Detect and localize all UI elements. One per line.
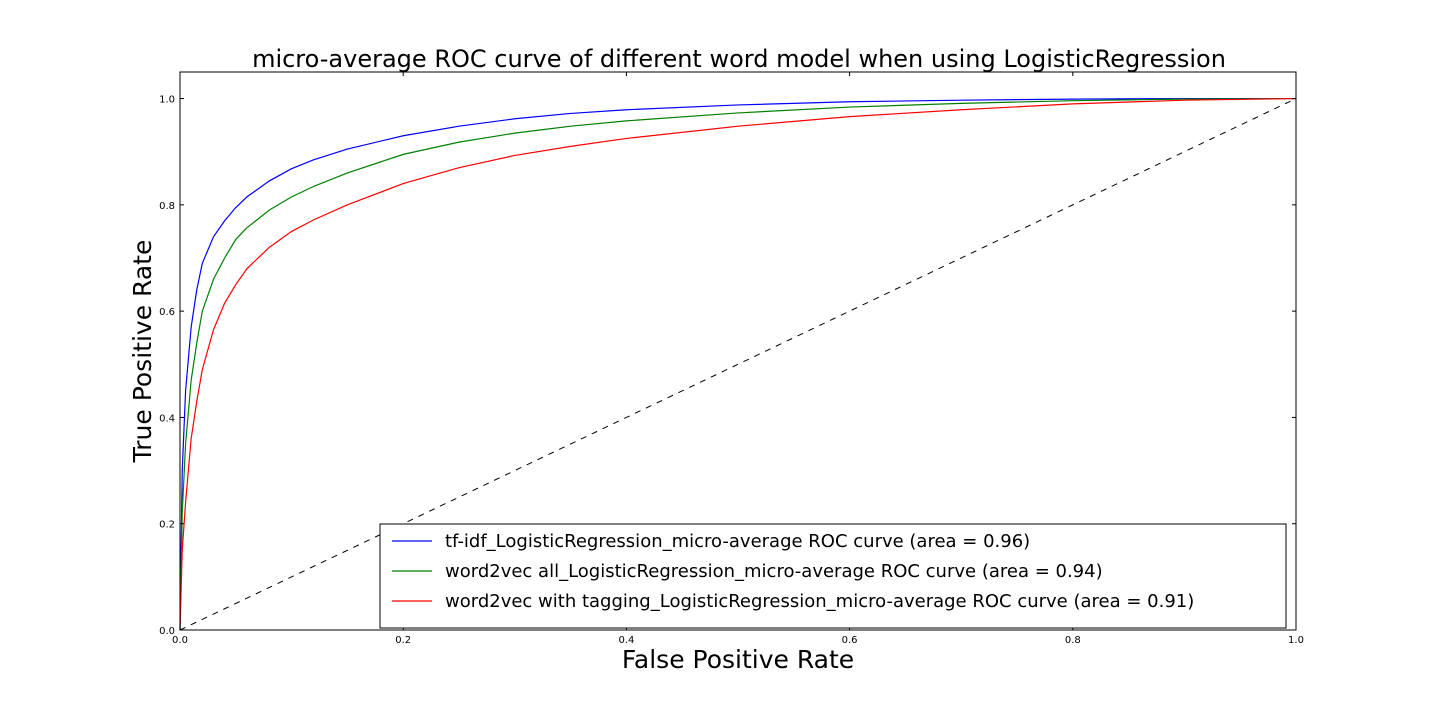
x-tick-label: 0.4 <box>618 635 634 646</box>
series-line-2 <box>179 97 1297 631</box>
x-tick-label: 1.0 <box>1288 635 1304 646</box>
series-line-1 <box>179 97 1297 631</box>
legend-box <box>379 523 1287 629</box>
y-tick-label: 0.8 <box>159 201 175 212</box>
plot-area <box>179 97 1297 631</box>
legend-label: word2vec with tagging_LogisticRegression… <box>445 591 1194 612</box>
y-axis-label: True Positive Rate <box>128 240 157 464</box>
legend-label: word2vec all_LogisticRegression_micro-av… <box>445 561 1103 582</box>
axis-ticks: 0.0 0.2 0.4 0.6 0.8 1.0 0.0 0.2 0.4 0.6 0.8 1.0 <box>159 72 1304 646</box>
plot-frame <box>179 71 1297 631</box>
y-tick-label: 0.2 <box>159 520 175 531</box>
y-tick-label: 0.6 <box>159 307 175 318</box>
y-tick-label: 0.0 <box>159 626 175 637</box>
x-tick-label: 0.2 <box>395 635 411 646</box>
x-tick-label: 0.8 <box>1065 635 1081 646</box>
legend-label: tf-idf_LogisticRegression_micro-average … <box>445 531 1030 552</box>
y-tick-label: 0.4 <box>159 413 175 424</box>
x-tick-label: 0.6 <box>842 635 858 646</box>
chart-title: micro-average ROC curve of different wor… <box>252 45 1226 73</box>
y-tick-label: 1.0 <box>159 95 175 106</box>
x-axis-label: False Positive Rate <box>622 645 854 674</box>
series-line-0 <box>179 97 1296 631</box>
legend: tf-idf_LogisticRegression_micro-average … <box>379 523 1287 629</box>
x-tick-label: 0.0 <box>172 635 188 646</box>
chance-diagonal-line <box>179 98 1297 631</box>
